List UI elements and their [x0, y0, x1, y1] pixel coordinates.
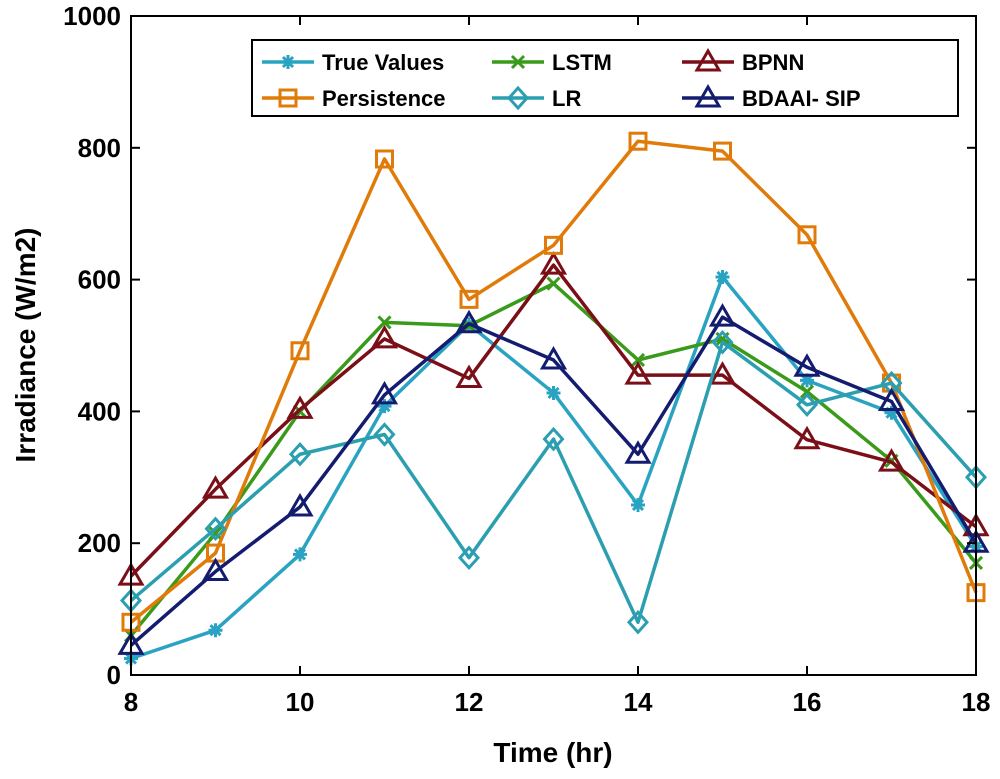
data-point: [286, 492, 314, 517]
legend-item-lr: LR: [492, 85, 581, 111]
data-point: [631, 497, 645, 512]
legend-label: BDAAI- SIP: [742, 86, 861, 111]
legend: True Values LSTM BPNN Persistence LR BDAAI- S…: [251, 39, 959, 117]
data-point: [377, 315, 392, 330]
data-point: [375, 149, 394, 169]
legend-marker: [506, 85, 530, 111]
series-line-bpnn: [129, 263, 978, 578]
plot-frame: [130, 15, 977, 676]
series-line-true-values: [130, 275, 978, 661]
data-point: [542, 426, 565, 452]
legend-marker: [278, 88, 298, 108]
data-point: [288, 441, 312, 467]
x-tick-label: 14: [624, 687, 653, 717]
data-point: [208, 526, 223, 541]
data-point: [624, 440, 652, 464]
x-tick-label: 18: [962, 687, 991, 717]
data-point: [630, 352, 646, 368]
legend-marker: [694, 84, 722, 108]
data-point: [884, 405, 899, 420]
data-point: [459, 289, 479, 309]
y-axis-label: Irradiance (W/m2): [10, 228, 41, 463]
legend-marker: [510, 54, 526, 70]
data-point: [715, 269, 730, 284]
data-point: [290, 341, 310, 361]
data-point: [800, 373, 814, 388]
x-axis-label: Time (hr): [493, 737, 612, 768]
data-point: [793, 353, 821, 377]
legend-item-persistence: Persistence: [262, 86, 446, 111]
data-point: [373, 422, 396, 447]
data-point: [877, 448, 906, 472]
legend-item-lstm: LSTM: [492, 50, 612, 75]
legend-marker: [281, 55, 295, 69]
data-point: [799, 384, 815, 399]
x-tick-label: 10: [286, 687, 315, 717]
legend-label: LSTM: [552, 50, 612, 75]
data-point: [546, 276, 561, 291]
series-line-persistence: [129, 139, 978, 624]
data-point: [797, 225, 817, 245]
y-tick-label: 600: [78, 265, 121, 295]
legend-label: LR: [552, 86, 581, 111]
series-persistence: [121, 131, 986, 632]
data-point: [713, 141, 732, 161]
series-line-lstm: [129, 281, 978, 637]
data-point: [626, 610, 650, 635]
legend-item-bpnn: BPNN: [682, 48, 804, 75]
data-point: [455, 309, 483, 334]
data-point: [546, 385, 561, 400]
series-bpnn: [117, 251, 990, 586]
data-point: [201, 475, 230, 499]
legend-item-bdaai-sip: BDAAI- SIP: [682, 84, 861, 111]
data-point: [708, 361, 737, 385]
data-point: [204, 516, 227, 541]
axis-ticks: 8 10 12 14 16 18 0 200 400 600 800 1000: [63, 1, 990, 717]
data-point: [455, 364, 483, 388]
series-layer: [117, 131, 990, 666]
y-tick-label: 0: [107, 660, 121, 690]
data-point: [624, 361, 652, 385]
legend-item-true-values: True Values: [262, 50, 444, 75]
data-point: [286, 395, 314, 419]
data-point: [370, 380, 399, 405]
data-point: [370, 324, 399, 349]
y-tick-label: 200: [78, 528, 121, 558]
data-point: [795, 392, 819, 418]
series-line-lr: [129, 340, 978, 625]
y-tick-label: 800: [78, 133, 121, 163]
series-true-values: [124, 269, 983, 666]
data-point: [544, 235, 563, 255]
y-tick-label: 1000: [63, 1, 121, 31]
legend-label: True Values: [322, 50, 444, 75]
data-point: [201, 557, 230, 582]
x-tick-label: 16: [793, 687, 822, 717]
y-tick-label: 400: [78, 396, 121, 426]
x-tick-label: 12: [455, 687, 484, 717]
legend-label: BPNN: [742, 50, 804, 75]
data-point: [708, 303, 737, 327]
data-point: [711, 329, 734, 355]
legend-marker: [694, 48, 722, 72]
data-point: [539, 346, 568, 370]
data-point: [628, 131, 648, 151]
x-tick-label: 8: [124, 687, 138, 717]
data-point: [377, 399, 392, 414]
legend-label: Persistence: [322, 86, 446, 111]
data-point: [793, 425, 821, 450]
data-point: [293, 547, 307, 562]
data-point: [539, 251, 568, 275]
data-point: [208, 623, 223, 638]
data-point: [457, 545, 481, 570]
data-point: [877, 387, 906, 412]
legend-box: [251, 39, 959, 117]
series-line-bdaai-sip: [129, 315, 978, 647]
